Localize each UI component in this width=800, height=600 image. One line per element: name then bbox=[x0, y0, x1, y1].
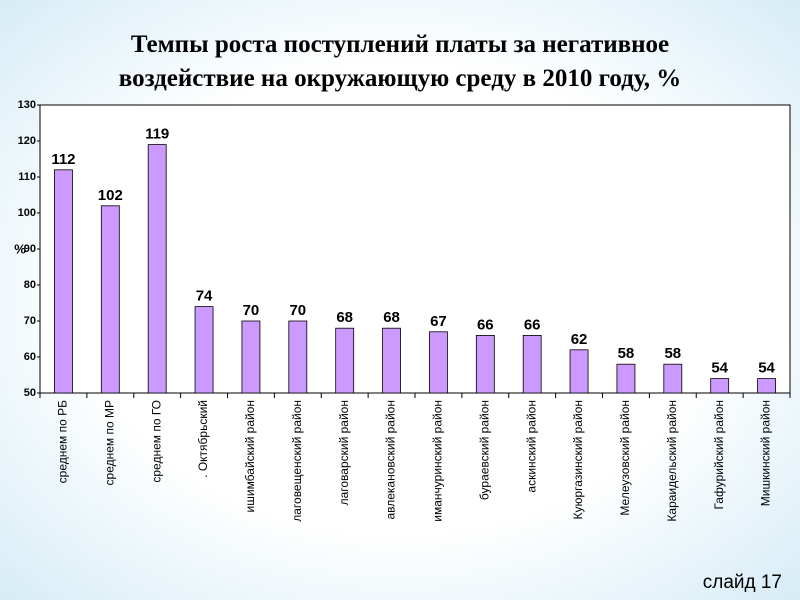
x-tick-label: лаговарский район bbox=[337, 400, 351, 505]
data-label: 58 bbox=[664, 345, 681, 362]
data-label: 102 bbox=[98, 187, 123, 204]
x-tick-label: Мишкинский район bbox=[759, 400, 773, 506]
x-tick-label: Мелеузовский район bbox=[618, 400, 632, 516]
data-label: 54 bbox=[758, 360, 775, 377]
data-label: 70 bbox=[289, 302, 306, 319]
bar bbox=[241, 320, 261, 394]
x-tick-label: Гафурийский район bbox=[712, 400, 726, 510]
bar bbox=[569, 349, 589, 394]
x-tick-label: лаговещенский район bbox=[290, 400, 304, 522]
bar bbox=[475, 334, 495, 394]
data-label: 58 bbox=[618, 345, 635, 362]
bar bbox=[710, 378, 730, 394]
y-tick-label: 120 bbox=[18, 135, 36, 147]
y-axis-label: % bbox=[14, 241, 26, 256]
x-tick-label: Караидельский район bbox=[665, 400, 679, 522]
footer: слайд 17 bbox=[702, 572, 782, 593]
bar bbox=[522, 334, 542, 394]
x-tick-label: . Октябрьский bbox=[196, 400, 210, 478]
bar bbox=[616, 363, 636, 394]
y-tick-label: 130 bbox=[18, 99, 36, 111]
y-tick-label: 90 bbox=[24, 243, 36, 255]
y-tick-label: 110 bbox=[18, 171, 36, 183]
x-tick-label: бураевский район bbox=[477, 400, 491, 500]
x-tick-label: среднем по РБ bbox=[56, 400, 70, 483]
bar bbox=[429, 331, 448, 394]
data-label: 67 bbox=[430, 313, 447, 330]
y-tick-label: 60 bbox=[24, 351, 36, 363]
data-label: 54 bbox=[711, 360, 728, 377]
data-label: 66 bbox=[477, 316, 494, 333]
chart-title: Темпы роста поступлений платы за негатив… bbox=[118, 31, 682, 92]
bar bbox=[288, 320, 308, 394]
x-tick-label: Куюргазинский район bbox=[571, 400, 585, 520]
x-tick-label: ишимбайский район bbox=[243, 400, 257, 512]
data-label: 112 bbox=[51, 151, 75, 168]
y-tick-label: 80 bbox=[24, 279, 36, 291]
y-tick-label: 70 bbox=[24, 315, 36, 327]
data-label: 62 bbox=[571, 331, 588, 348]
x-tick-label: среднем по ГО bbox=[149, 400, 163, 483]
bar bbox=[147, 144, 167, 394]
bar bbox=[382, 327, 401, 394]
data-label: 66 bbox=[524, 316, 541, 333]
bar bbox=[757, 378, 776, 394]
data-label: 119 bbox=[145, 126, 169, 143]
bar bbox=[100, 205, 120, 394]
x-tick-label: авлекановский район bbox=[384, 400, 398, 520]
data-label: 68 bbox=[383, 309, 400, 326]
x-tick-label: иманчуринский район bbox=[431, 400, 445, 522]
data-label: 68 bbox=[336, 309, 353, 326]
y-tick-label: 100 bbox=[18, 207, 36, 219]
bar bbox=[194, 306, 214, 394]
bar bbox=[663, 363, 683, 394]
data-label: 70 bbox=[243, 302, 260, 319]
x-tick-label: среднем по МР bbox=[102, 400, 116, 485]
bar bbox=[335, 327, 355, 394]
y-tick-label: 50 bbox=[24, 387, 36, 399]
bar bbox=[54, 169, 73, 394]
data-label: 74 bbox=[196, 288, 213, 305]
x-tick-label: аскинский район bbox=[524, 400, 538, 493]
